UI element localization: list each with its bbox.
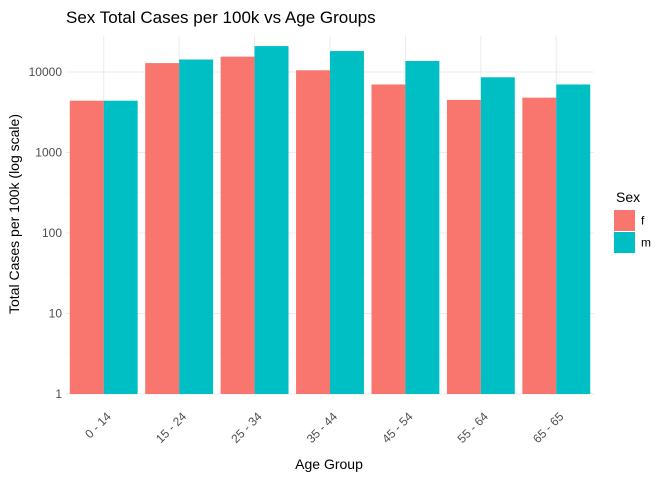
legend: Sex fm xyxy=(614,189,651,253)
y-tick-label: 1000 xyxy=(35,145,62,159)
legend-key-f xyxy=(614,210,635,231)
x-tick-label: 55 - 64 xyxy=(455,409,492,446)
x-tick-label: 15 - 24 xyxy=(153,409,190,446)
bar-m-45-54 xyxy=(405,60,440,394)
bar-m-25-34 xyxy=(254,46,289,394)
bar-f-45-54 xyxy=(371,84,406,394)
x-tick-label: 45 - 54 xyxy=(379,409,416,446)
bar-f-25-34 xyxy=(220,56,255,394)
legend-label-m: m xyxy=(641,236,651,250)
legend-key-m xyxy=(614,232,635,253)
bar-f-55-64 xyxy=(446,99,481,394)
x-tick-label: 0 - 14 xyxy=(82,409,114,441)
bar-m-55-64 xyxy=(480,77,515,394)
legend-label-f: f xyxy=(641,214,645,228)
bar-m-15-24 xyxy=(179,59,214,395)
bar-f-35-44 xyxy=(296,70,330,395)
y-axis-title: Total Cases per 100k (log scale) xyxy=(6,114,22,314)
y-tick-label: 1 xyxy=(55,387,62,401)
x-tick-label: 35 - 44 xyxy=(304,409,341,446)
x-tick-label: 65 - 65 xyxy=(530,409,567,446)
chart-title: Sex Total Cases per 100k vs Age Groups xyxy=(66,8,376,27)
y-tick-label: 100 xyxy=(42,226,62,240)
y-tick-label: 10000 xyxy=(29,65,63,79)
bar-f-65-65 xyxy=(522,97,557,394)
legend-title: Sex xyxy=(616,189,640,205)
bar-f-0-14 xyxy=(69,100,104,394)
bar-m-0-14 xyxy=(103,100,138,394)
bar-f-15-24 xyxy=(145,63,180,395)
bar-m-65-65 xyxy=(556,84,591,394)
x-axis-title: Age Group xyxy=(295,456,363,472)
bar-m-35-44 xyxy=(330,51,364,394)
bars xyxy=(69,46,591,395)
x-tick-label: 25 - 34 xyxy=(228,409,265,446)
y-tick-label: 10 xyxy=(49,306,63,320)
